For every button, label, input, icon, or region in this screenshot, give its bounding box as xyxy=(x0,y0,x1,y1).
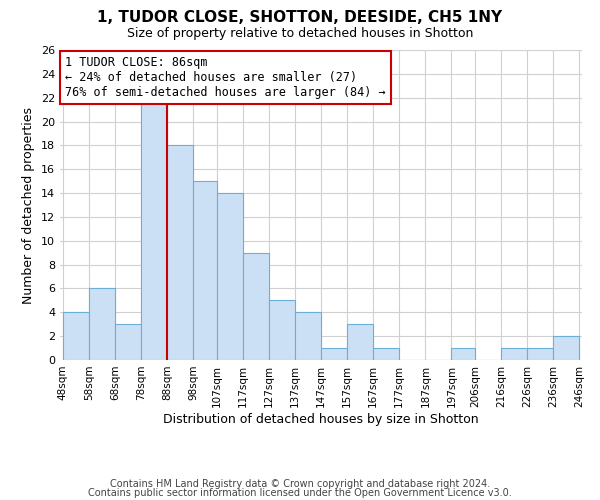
Y-axis label: Number of detached properties: Number of detached properties xyxy=(22,106,35,304)
Bar xyxy=(553,336,580,360)
Bar xyxy=(295,312,321,360)
Bar xyxy=(242,252,269,360)
X-axis label: Distribution of detached houses by size in Shotton: Distribution of detached houses by size … xyxy=(163,412,479,426)
Text: Size of property relative to detached houses in Shotton: Size of property relative to detached ho… xyxy=(127,28,473,40)
Bar xyxy=(501,348,527,360)
Bar xyxy=(141,98,167,360)
Bar xyxy=(373,348,400,360)
Bar xyxy=(347,324,373,360)
Bar xyxy=(269,300,295,360)
Text: Contains HM Land Registry data © Crown copyright and database right 2024.: Contains HM Land Registry data © Crown c… xyxy=(110,479,490,489)
Bar xyxy=(193,181,217,360)
Text: 1 TUDOR CLOSE: 86sqm
← 24% of detached houses are smaller (27)
76% of semi-detac: 1 TUDOR CLOSE: 86sqm ← 24% of detached h… xyxy=(65,56,386,99)
Bar xyxy=(62,312,89,360)
Text: Contains public sector information licensed under the Open Government Licence v3: Contains public sector information licen… xyxy=(88,488,512,498)
Bar xyxy=(89,288,115,360)
Bar xyxy=(527,348,553,360)
Bar xyxy=(321,348,347,360)
Bar xyxy=(217,193,242,360)
Bar xyxy=(167,146,193,360)
Text: 1, TUDOR CLOSE, SHOTTON, DEESIDE, CH5 1NY: 1, TUDOR CLOSE, SHOTTON, DEESIDE, CH5 1N… xyxy=(97,10,503,25)
Bar xyxy=(451,348,475,360)
Bar xyxy=(115,324,141,360)
